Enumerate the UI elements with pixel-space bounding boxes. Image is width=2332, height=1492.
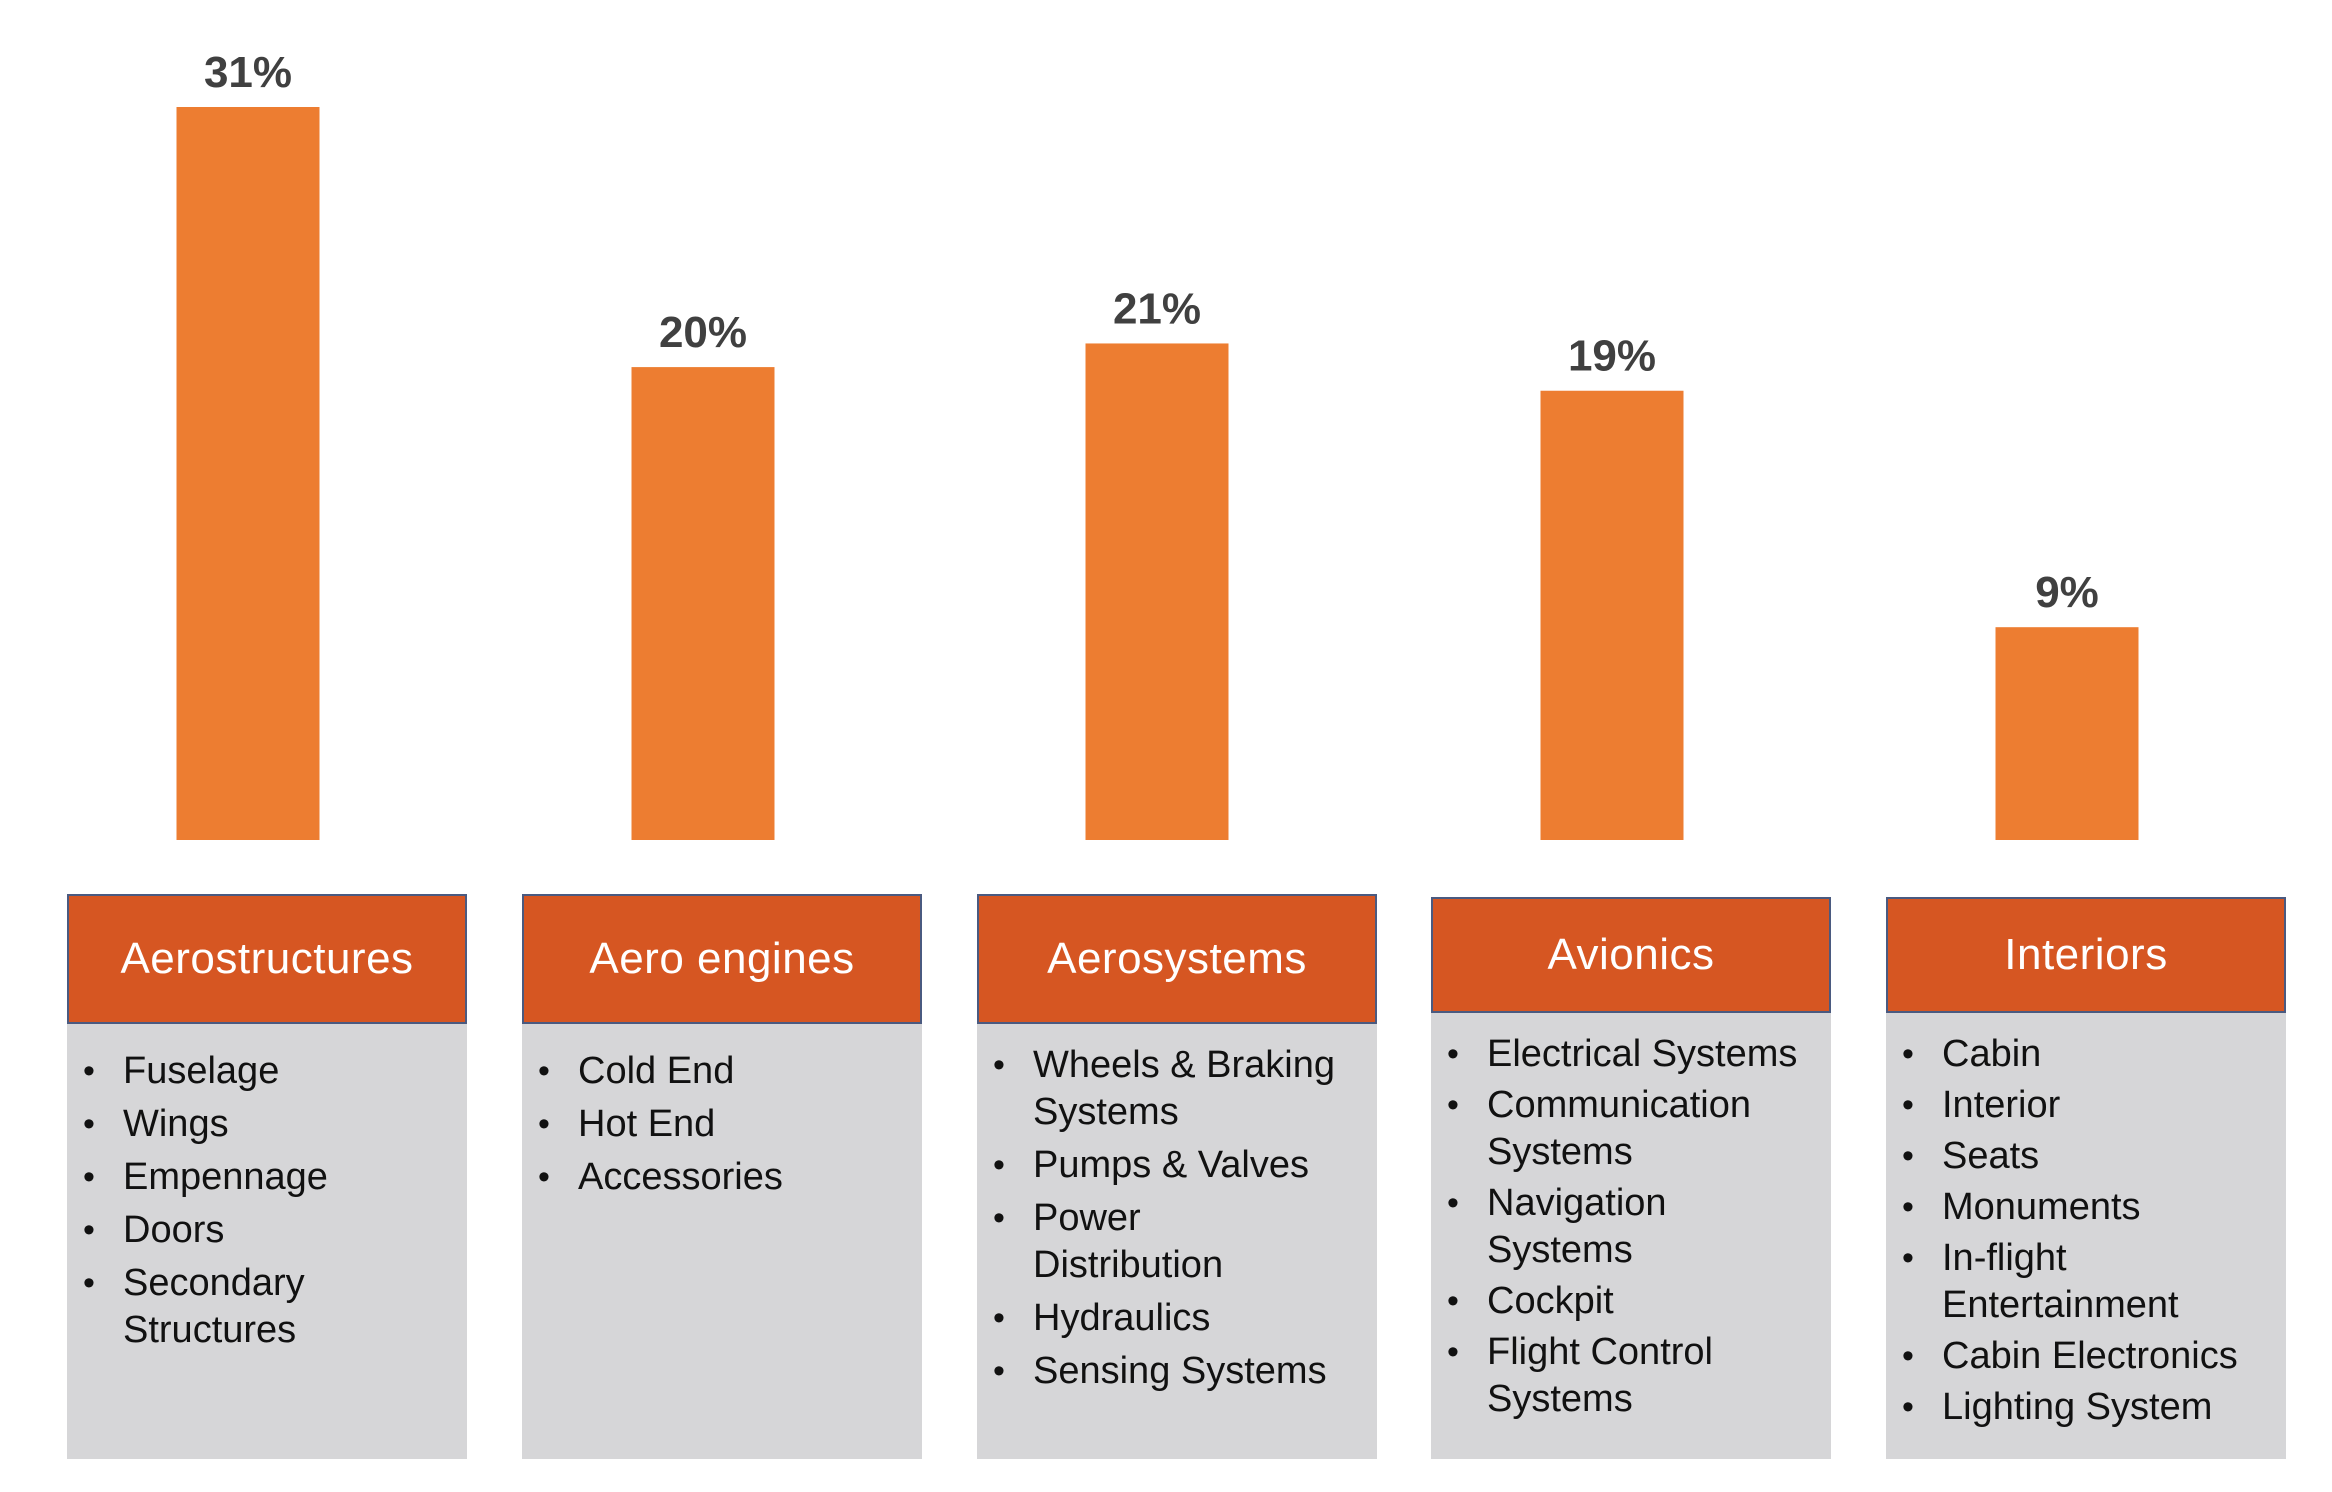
data-label-aero-engines: 20% [659,308,747,357]
card-item-list: Fuselage Wings Empennage Doors Secondary… [79,1048,451,1354]
data-label-aerostructures: 31% [204,48,292,97]
list-item: Wings [79,1101,451,1148]
list-item: Navigation Systems [1443,1180,1727,1274]
bar-chart: 31% 20% 21% 19% 9% [176,48,2139,840]
bars-group [176,107,2139,840]
card-aerosystems: Aerosystems Wheels & Braking Systems Pum… [977,894,1377,1459]
card-title: Aero engines [522,894,922,1024]
list-item: Hydraulics [989,1295,1361,1342]
card-item-list: Cold End Hot End Accessories [534,1048,906,1201]
card-title: Aerosystems [977,894,1377,1024]
card-title: Avionics [1431,897,1831,1013]
list-item: Sensing Systems [989,1348,1361,1395]
bar-aerosystems [1085,343,1229,840]
list-item: Hot End [534,1101,906,1148]
data-labels-group: 31% 20% 21% 19% 9% [204,48,2099,617]
card-title: Aerostructures [67,894,467,1024]
bar-avionics [1540,390,1684,840]
card-item-list: Electrical Systems Communication Systems… [1443,1031,1815,1423]
card-interiors: Interiors Cabin Interior Seats Monuments… [1886,897,2286,1459]
card-body: Cabin Interior Seats Monuments In-flight… [1886,1013,2286,1459]
card-body: Cold End Hot End Accessories [522,1024,922,1459]
card-item-list: Cabin Interior Seats Monuments In-flight… [1898,1031,2270,1431]
list-item: Cabin [1898,1031,2270,1078]
list-item: Electrical Systems [1443,1031,1815,1078]
list-item: In-flight Entertainment [1898,1235,2212,1329]
data-label-aerosystems: 21% [1113,284,1201,333]
card-avionics: Avionics Electrical Systems Communicatio… [1431,897,1831,1459]
card-title: Interiors [1886,897,2286,1013]
list-item: Wheels & Braking Systems [989,1042,1363,1136]
card-item-list: Wheels & Braking Systems Pumps & Valves … [989,1042,1361,1395]
bar-aero-engines [631,367,775,840]
list-item: Seats [1898,1133,2270,1180]
list-item: Pumps & Valves [989,1142,1361,1189]
list-item: Power Distribution [989,1195,1283,1289]
bar-aerostructures [176,107,320,840]
list-item: Empennage [79,1154,451,1201]
list-item: Cockpit [1443,1278,1815,1325]
data-label-avionics: 19% [1568,332,1656,381]
card-body: Wheels & Braking Systems Pumps & Valves … [977,1024,1377,1459]
list-item: Doors [79,1207,451,1254]
list-item: Cold End [534,1048,906,1095]
card-body: Fuselage Wings Empennage Doors Secondary… [67,1024,467,1459]
bar-interiors [1995,627,2139,840]
list-item: Fuselage [79,1048,451,1095]
list-item: Accessories [534,1154,906,1201]
list-item: Secondary Structures [79,1260,353,1354]
list-item: Communication Systems [1443,1082,1767,1176]
card-aerostructures: Aerostructures Fuselage Wings Empennage … [67,894,467,1459]
data-label-interiors: 9% [2035,568,2099,617]
list-item: Cabin Electronics [1898,1333,2270,1380]
list-item: Flight Control Systems [1443,1329,1767,1423]
card-aero-engines: Aero engines Cold End Hot End Accessorie… [522,894,922,1459]
card-body: Electrical Systems Communication Systems… [1431,1013,1831,1459]
list-item: Interior [1898,1082,2270,1129]
list-item: Monuments [1898,1184,2270,1231]
list-item: Lighting System [1898,1384,2270,1431]
